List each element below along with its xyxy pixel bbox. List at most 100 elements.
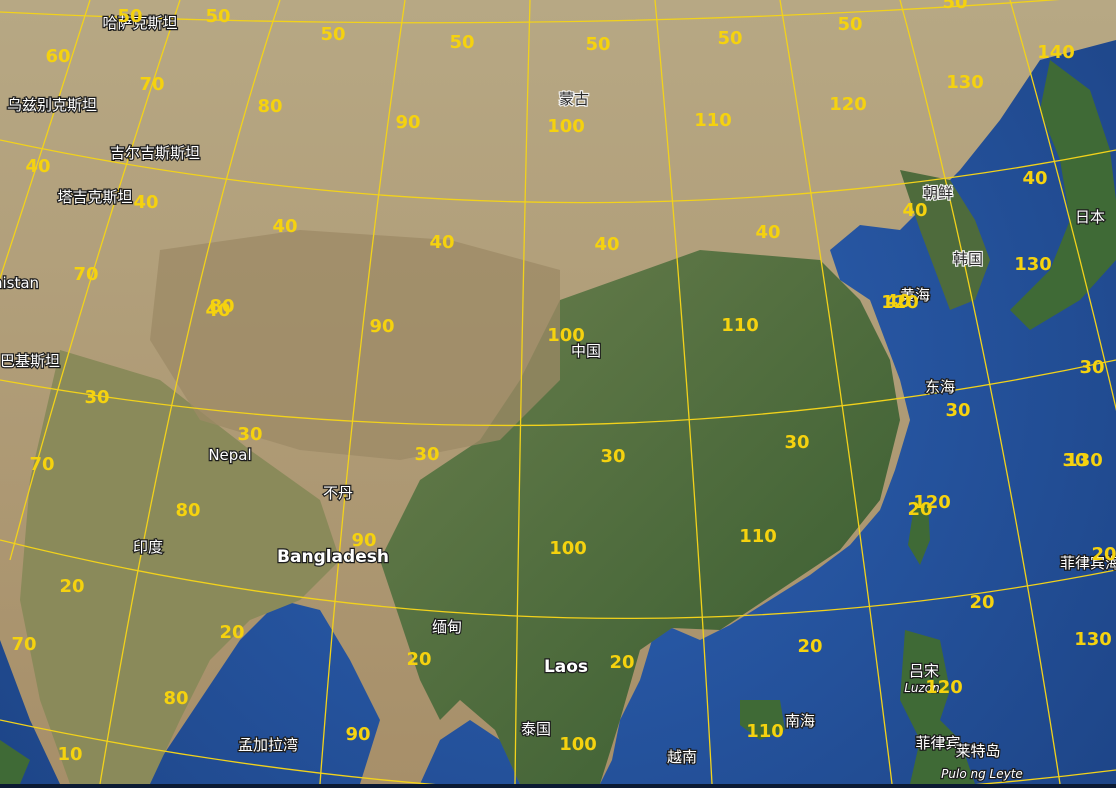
graticule-label: 40 bbox=[205, 300, 230, 321]
graticule-label: 40 bbox=[902, 200, 927, 221]
place-label: Laos bbox=[544, 657, 588, 677]
graticule-label: 30 bbox=[1079, 357, 1104, 378]
graticule-label: 100 bbox=[549, 538, 587, 559]
land-japan bbox=[1010, 60, 1116, 330]
place-label: 巴基斯坦 bbox=[0, 352, 60, 370]
graticule-label: 80 bbox=[257, 96, 282, 117]
place-label: 菲律宾海 bbox=[1060, 554, 1116, 572]
graticule-label: 90 bbox=[351, 530, 376, 551]
place-label: 日本 bbox=[1075, 208, 1105, 226]
graticule-label: 20 bbox=[797, 636, 822, 657]
graticule-label: 140 bbox=[1037, 42, 1075, 63]
graticule-label: 40 bbox=[25, 156, 50, 177]
place-label: 孟加拉湾 bbox=[238, 736, 298, 754]
latitude-line bbox=[0, 0, 1060, 24]
graticule-label: 50 bbox=[205, 6, 230, 27]
place-label: 吉尔吉斯斯坦 bbox=[110, 144, 200, 162]
longitude-line bbox=[654, 0, 713, 785]
place-label: 莱特岛 bbox=[955, 742, 1000, 760]
latitude-line bbox=[0, 539, 1116, 620]
place-label: 泰国 bbox=[521, 720, 551, 738]
graticule-label: 70 bbox=[139, 74, 164, 95]
graticule-label: 20 bbox=[219, 622, 244, 643]
place-label: Bangladesh bbox=[277, 547, 389, 567]
graticule-label: 30 bbox=[84, 387, 109, 408]
graticule-label: 40 bbox=[1022, 168, 1047, 189]
graticule-label: 80 bbox=[163, 688, 188, 709]
place-label: 乌兹别克斯坦 bbox=[7, 96, 97, 114]
graticule-label: 120 bbox=[881, 292, 919, 313]
graticule-label: 40 bbox=[594, 234, 619, 255]
graticule-label: 20 bbox=[969, 592, 994, 613]
place-label: Pulo ng Leyte bbox=[941, 767, 1023, 781]
place-label: 吕宋 bbox=[909, 662, 939, 680]
land-taiwan bbox=[908, 500, 930, 565]
graticule-label: 100 bbox=[547, 325, 585, 346]
graticule-label: 50 bbox=[942, 0, 967, 13]
place-label: 蒙古 bbox=[559, 90, 589, 108]
graticule-label: 100 bbox=[559, 734, 597, 755]
graticule-label: 20 bbox=[406, 649, 431, 670]
graticule-label: 40 bbox=[429, 232, 454, 253]
graticule-label: 30 bbox=[1062, 450, 1087, 471]
place-label: 东海 bbox=[925, 378, 955, 396]
graticule-label: 120 bbox=[925, 677, 963, 698]
graticule-label: 20 bbox=[609, 652, 634, 673]
place-label: 印度 bbox=[133, 538, 163, 556]
graticule-label: 100 bbox=[547, 116, 585, 137]
graticule-label: 110 bbox=[694, 110, 732, 131]
graticule-label: 90 bbox=[369, 316, 394, 337]
latitude-line bbox=[0, 139, 1116, 204]
graticule-label: 20 bbox=[59, 576, 84, 597]
graticule-label: 50 bbox=[320, 24, 345, 45]
longitude-line bbox=[319, 0, 406, 785]
graticule-label: 130 bbox=[1074, 629, 1112, 650]
place-label: Nepal bbox=[208, 446, 251, 464]
graticule-label: 120 bbox=[913, 492, 951, 513]
graticule-label: 120 bbox=[829, 94, 867, 115]
land-philippines bbox=[900, 630, 975, 784]
place-label: 塔吉克斯坦 bbox=[57, 188, 132, 206]
graticule-label: 20 bbox=[1091, 544, 1116, 565]
graticule-label: 130 bbox=[1065, 450, 1103, 471]
longitude-line bbox=[1009, 0, 1116, 412]
graticule-label: 40 bbox=[272, 216, 297, 237]
graticule-label: 30 bbox=[237, 424, 262, 445]
longitude-line bbox=[514, 0, 531, 785]
place-label: Luzon bbox=[904, 681, 940, 695]
place-label: 朝鲜 bbox=[923, 184, 953, 202]
longitude-line bbox=[779, 0, 893, 785]
place-label: 菲律宾 bbox=[915, 734, 960, 752]
place-label: 哈萨克斯坦 bbox=[102, 14, 177, 32]
graticule-label: 40 bbox=[885, 291, 910, 312]
longitude-line bbox=[899, 0, 1061, 785]
graticule-labels: 50 50 50 50 50 50 50 50 60 70 80 90 100 110 120 130 140 4… bbox=[11, 0, 1116, 765]
graticule-label: 30 bbox=[600, 446, 625, 467]
place-label: 南海 bbox=[785, 712, 815, 730]
graticule-label: 40 bbox=[755, 222, 780, 243]
place-label: 越南 bbox=[667, 748, 697, 766]
longitude-line bbox=[99, 0, 281, 785]
graticule-label: 110 bbox=[746, 721, 784, 742]
graticule-label: 40 bbox=[133, 192, 158, 213]
place-label: 缅甸 bbox=[432, 618, 462, 636]
place-label: 韩国 bbox=[953, 250, 983, 268]
graticule-label: 30 bbox=[945, 400, 970, 421]
land-tibet bbox=[150, 230, 560, 460]
graticule-label: 90 bbox=[395, 112, 420, 133]
graticule-label: 130 bbox=[946, 72, 984, 93]
graticule-label: 110 bbox=[721, 315, 759, 336]
latitude-line bbox=[0, 359, 1116, 427]
graticule-label: 50 bbox=[449, 32, 474, 53]
place-label: nistan bbox=[0, 274, 39, 292]
graticule-label: 80 bbox=[175, 500, 200, 521]
graticule-label: 30 bbox=[784, 432, 809, 453]
graticule-label: 90 bbox=[345, 724, 370, 745]
graticule-label: 60 bbox=[45, 46, 70, 67]
graticule-label: 130 bbox=[1014, 254, 1052, 275]
graticule-label: 50 bbox=[117, 6, 142, 27]
place-label: 不丹 bbox=[323, 484, 353, 502]
